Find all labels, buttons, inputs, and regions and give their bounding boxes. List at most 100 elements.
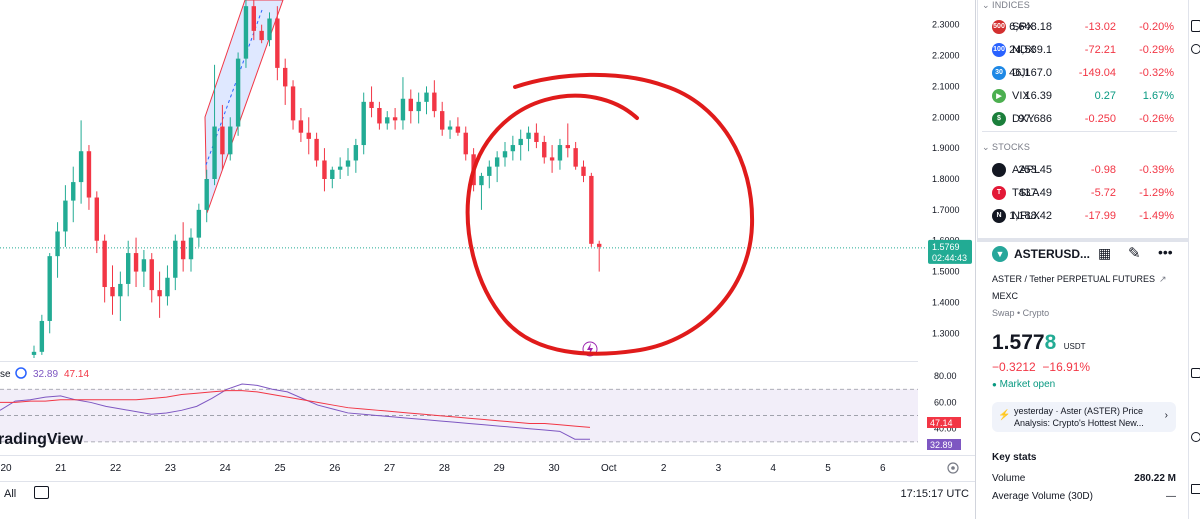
- candle-body: [542, 141, 547, 158]
- candle-body: [424, 92, 429, 102]
- watchlist-symbol: SPX: [1012, 20, 1035, 33]
- candle: [534, 123, 539, 149]
- candle-body: [71, 182, 76, 201]
- calendar-range-icon[interactable]: [34, 486, 49, 499]
- candle-body: [314, 138, 319, 161]
- candle: [126, 240, 131, 297]
- utc-time[interactable]: 17:15:17 UTC: [900, 488, 969, 500]
- symbol-header[interactable]: ▼ ASTERUSD...: [992, 244, 1090, 264]
- watchlist-change: -0.98: [1090, 163, 1116, 176]
- candle: [377, 101, 382, 130]
- candle-body: [573, 148, 578, 167]
- dji-logo-icon: 30: [992, 65, 1006, 80]
- price-axis[interactable]: 2.3000 2.2000 2.1000 2.0000 1.9000 1.8000 1.70…: [932, 20, 960, 339]
- watchlist-row-spx[interactable]: 500 SPX 6,648.18 -13.02 -0.20%: [982, 15, 1182, 38]
- symbol-description: ASTER / Tether PERPETUAL FUTURES ↗: [992, 274, 1167, 284]
- calendar-icon[interactable]: [1191, 484, 1200, 494]
- candle: [392, 108, 398, 130]
- hand-drawn-circle-annotation[interactable]: [465, 72, 755, 356]
- price-tick-label: 1.3000: [932, 328, 960, 338]
- alert-icon[interactable]: [1191, 44, 1200, 54]
- candle-body: [494, 157, 500, 167]
- watchlist-row-dxy[interactable]: $ DXY 97.686 -0.250 -0.26%: [982, 107, 1182, 130]
- last-price-badge: 1.5769 02:44:43: [928, 239, 972, 264]
- watchlist-icon[interactable]: [1191, 20, 1200, 32]
- more-icon[interactable]: •••: [1158, 244, 1173, 260]
- candle: [55, 222, 60, 278]
- rsi-tick-label: 60.00: [934, 397, 957, 407]
- candle: [149, 253, 154, 303]
- time-tick-label: 6: [880, 463, 886, 474]
- watchlist-change: -0.250: [1084, 112, 1116, 125]
- watchlist-change-pct: 1.67%: [1142, 89, 1174, 102]
- candle-body: [330, 169, 335, 179]
- tradingview-watermark: radingView: [0, 431, 84, 448]
- candle-body: [361, 101, 366, 146]
- candle: [424, 86, 429, 115]
- exchange-name[interactable]: MEXC: [992, 291, 1019, 301]
- edit-icon[interactable]: ✎: [1128, 245, 1141, 262]
- watchlist-last: 24,539.1: [1009, 43, 1052, 56]
- candle-body: [63, 200, 68, 232]
- watchlist-row-nflx[interactable]: N NFLX 1,188.42 -17.99 -1.49%: [982, 204, 1182, 227]
- candle: [400, 77, 406, 130]
- candle: [416, 92, 421, 124]
- candle-body: [283, 67, 288, 87]
- candle: [180, 222, 186, 272]
- candle: [432, 80, 437, 118]
- price-change: −0.3212 −16.91%: [992, 360, 1091, 374]
- candle: [267, 12, 272, 47]
- pane-separator[interactable]: [0, 361, 918, 362]
- settings-icon[interactable]: [15, 367, 27, 379]
- candle-body: [392, 117, 398, 121]
- price-tick-label: 2.3000: [932, 20, 960, 30]
- candle-body: [78, 151, 84, 183]
- candle: [306, 117, 311, 155]
- time-tick-label: 4: [770, 463, 776, 474]
- candle: [141, 249, 147, 288]
- candle: [118, 271, 123, 321]
- news-item[interactable]: ⚡ yesterday · Aster (ASTER) Price Analys…: [992, 402, 1176, 432]
- key-stats-title: Key stats: [992, 452, 1037, 463]
- watchlist-row-ndx[interactable]: 100 NDX 24,539.1 -72.21 -0.29%: [982, 38, 1182, 61]
- rsi-line: [0, 383, 590, 440]
- candle: [133, 237, 139, 288]
- candle-body: [259, 30, 264, 41]
- watchlist-row-tsla[interactable]: T TSLA 437.49 -5.72 -1.29%: [982, 181, 1182, 204]
- time-axis[interactable]: 20 21 22 23 24 25 26 27 28 29 30 Oct 2 3 4 5 6: [0, 463, 886, 474]
- watchlist-symbol: NFLX: [1012, 209, 1041, 222]
- candle-body: [345, 160, 351, 167]
- watchlist-row-vix[interactable]: ▶ VIX 16.39 0.27 1.67%: [982, 84, 1182, 107]
- ndx-logo-icon: 100: [992, 42, 1006, 57]
- bottom-toolbar: All 17:15:17 UTC: [0, 481, 975, 508]
- right-toolbar: [1188, 0, 1200, 519]
- candle: [494, 151, 500, 183]
- candle-body: [204, 179, 209, 210]
- candle: [408, 89, 413, 124]
- watchlist-row-dji[interactable]: 30 DJI 46,167.0 -149.04 -0.32%: [982, 61, 1182, 84]
- range-all-button[interactable]: All: [4, 488, 17, 500]
- candle-body: [180, 240, 186, 260]
- candle: [353, 138, 359, 173]
- candle-body: [47, 256, 52, 321]
- axis-settings-icon[interactable]: [947, 462, 959, 474]
- candle-body: [369, 101, 374, 109]
- candle-body: [102, 240, 107, 288]
- external-link-icon[interactable]: ↗: [1159, 274, 1167, 284]
- help-icon[interactable]: [1191, 432, 1200, 442]
- watchlist-change-pct: -0.26%: [1139, 112, 1174, 125]
- candle-body: [220, 126, 225, 155]
- grid-icon[interactable]: ▦: [1098, 245, 1112, 261]
- symbol-name[interactable]: ASTERUSD...: [1014, 247, 1091, 261]
- rsi-legend[interactable]: se 32.89 47.14: [0, 367, 89, 380]
- candle: [228, 117, 233, 161]
- price-chart[interactable]: 2.3000 2.2000 2.1000 2.0000 1.9000 1.8000 1.70…: [0, 0, 975, 481]
- time-tick-label: 5: [825, 463, 831, 474]
- candle-body: [526, 132, 531, 139]
- watchlist-row-aapl[interactable]: AAPL 253.45 -0.98 -0.39%: [982, 158, 1182, 181]
- candle: [526, 126, 531, 152]
- chat-icon[interactable]: [1191, 368, 1200, 378]
- candle: [243, 0, 249, 68]
- candle: [220, 104, 225, 170]
- watchlist-change-pct: -1.49%: [1139, 209, 1174, 222]
